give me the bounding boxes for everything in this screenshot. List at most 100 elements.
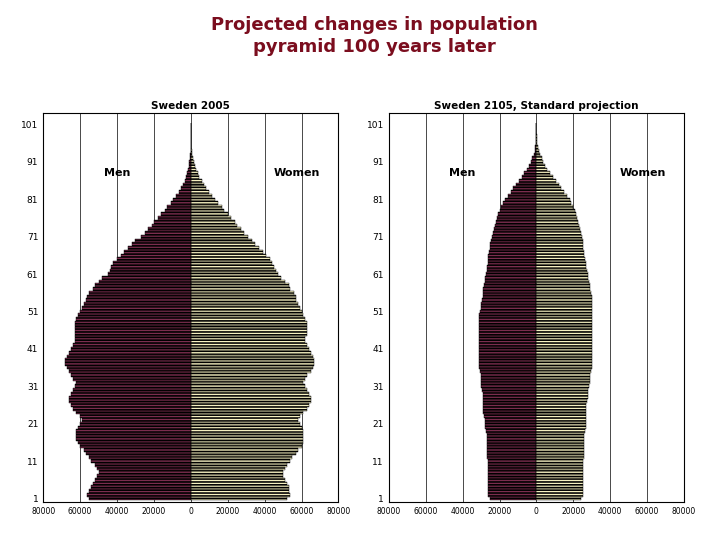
Bar [498, 212, 536, 216]
Bar [91, 459, 191, 463]
Bar [536, 493, 582, 497]
Bar [75, 325, 191, 328]
Bar [73, 407, 191, 410]
Bar [89, 489, 191, 493]
Bar [488, 474, 536, 478]
Bar [536, 455, 585, 459]
Bar [96, 474, 191, 478]
Bar [176, 194, 191, 198]
Bar [485, 418, 536, 422]
Bar [95, 284, 191, 287]
Bar [95, 478, 191, 482]
Bar [191, 441, 303, 444]
Bar [488, 482, 536, 485]
Bar [191, 287, 290, 291]
Bar [483, 400, 536, 403]
Bar [191, 183, 204, 186]
Bar [492, 235, 536, 239]
Bar [99, 470, 191, 474]
Bar [495, 224, 536, 227]
Bar [480, 351, 536, 355]
Bar [191, 489, 289, 493]
Bar [536, 392, 588, 396]
Bar [536, 309, 592, 313]
Bar [191, 336, 305, 340]
Bar [176, 194, 191, 198]
Bar [486, 429, 536, 433]
Bar [191, 183, 204, 186]
Bar [536, 190, 564, 194]
Bar [536, 295, 592, 299]
Bar [487, 459, 536, 463]
Bar [80, 422, 191, 426]
Bar [78, 441, 191, 444]
Bar [191, 407, 307, 410]
Bar [191, 351, 311, 355]
Bar [191, 280, 285, 284]
Bar [534, 149, 536, 153]
Bar [191, 190, 209, 194]
Bar [71, 403, 191, 407]
Bar [536, 153, 540, 157]
Bar [191, 313, 303, 317]
Bar [84, 448, 191, 452]
Bar [480, 343, 536, 347]
Bar [69, 351, 191, 355]
Bar [191, 179, 202, 183]
Bar [84, 302, 191, 306]
Bar [480, 309, 536, 313]
Bar [503, 201, 536, 205]
Bar [536, 224, 579, 227]
Bar [69, 400, 191, 403]
Bar [191, 250, 263, 254]
Bar [536, 384, 589, 388]
Text: Men: Men [449, 168, 476, 178]
Bar [536, 153, 540, 157]
Bar [87, 493, 191, 497]
Bar [112, 265, 191, 268]
Bar [75, 336, 191, 340]
Bar [536, 455, 585, 459]
Bar [485, 276, 536, 280]
Bar [483, 291, 536, 295]
Bar [89, 455, 191, 459]
Bar [482, 299, 536, 302]
Bar [536, 400, 587, 403]
Bar [486, 272, 536, 276]
Bar [508, 194, 536, 198]
Bar [521, 175, 536, 179]
Bar [99, 470, 191, 474]
Bar [93, 482, 191, 485]
Bar [536, 418, 586, 422]
Bar [191, 478, 285, 482]
Bar [191, 153, 192, 157]
Bar [191, 459, 290, 463]
Bar [536, 299, 592, 302]
Bar [487, 459, 536, 463]
Bar [536, 272, 588, 276]
Bar [171, 201, 191, 205]
Bar [536, 317, 592, 321]
Bar [76, 410, 191, 414]
Bar [191, 321, 307, 325]
Bar [481, 306, 536, 309]
Bar [536, 198, 570, 201]
Bar [80, 414, 191, 418]
Bar [480, 325, 536, 328]
Bar [191, 355, 312, 358]
Bar [536, 369, 591, 373]
Bar [191, 351, 311, 355]
Bar [91, 459, 191, 463]
Bar [89, 497, 191, 501]
Bar [481, 373, 536, 377]
Bar [191, 317, 305, 321]
Bar [536, 276, 588, 280]
Bar [536, 373, 590, 377]
Bar [191, 463, 287, 467]
Bar [191, 299, 296, 302]
Bar [536, 336, 592, 340]
Bar [69, 369, 191, 373]
Bar [191, 340, 305, 343]
Bar [480, 313, 536, 317]
Bar [536, 362, 592, 366]
